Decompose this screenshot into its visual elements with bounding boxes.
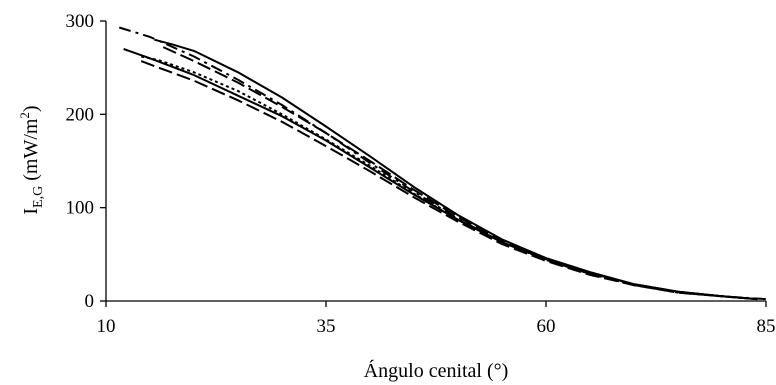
x-tick-label: 10: [97, 316, 116, 337]
y-tick-label: 0: [85, 291, 95, 312]
series-line-2: [118, 26, 767, 301]
axes: [100, 20, 767, 307]
series-line-4: [162, 46, 758, 301]
x-tick-label: 35: [317, 316, 336, 337]
plot-lines: [118, 26, 767, 301]
y-axis-title-main: I: [20, 208, 42, 215]
y-tick-label: 300: [66, 11, 95, 32]
y-tick-label: 100: [66, 198, 95, 219]
series-line-6: [140, 60, 758, 301]
y-axis-title: IE,G (mW/m2): [17, 105, 46, 214]
series-line-3: [154, 38, 758, 301]
x-axis-title: Ángulo cenital (°): [364, 359, 509, 382]
x-tick-label: 85: [757, 316, 776, 337]
y-axis-title-subscript: E,G: [31, 186, 46, 208]
x-tick-label: 60: [537, 316, 556, 337]
series-line-5: [140, 55, 758, 301]
y-axis-title-unit-close: ): [20, 105, 42, 112]
y-tick-label: 200: [66, 104, 95, 125]
y-axis-title-unit: (mW/m: [20, 118, 42, 186]
tick-labels: 0 100 200 300 10 35 60 85: [66, 11, 776, 337]
y-axis-title-superscript: 2: [17, 112, 32, 119]
series-line-1: [123, 48, 758, 301]
